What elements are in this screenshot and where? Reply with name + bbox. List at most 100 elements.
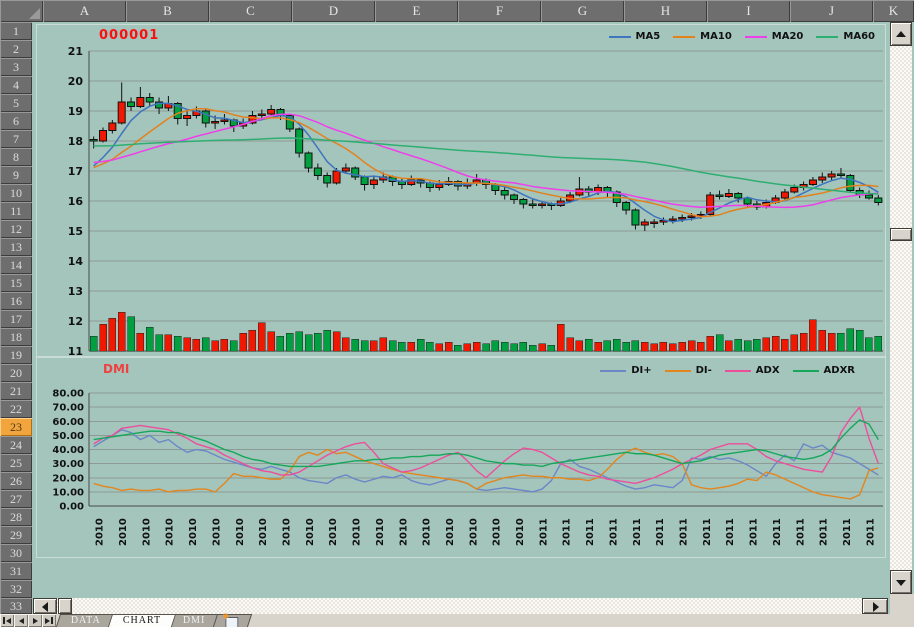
column-header-I[interactable]: I — [707, 0, 790, 22]
candle-body — [220, 119, 229, 122]
vertical-scroll-thumb[interactable] — [890, 228, 912, 241]
volume-bar — [771, 335, 780, 352]
row-header-25[interactable]: 25 — [0, 454, 32, 472]
insert-sheet-icon: ✱ — [222, 612, 238, 627]
volume-bar — [855, 329, 864, 352]
insert-sheet-tab[interactable]: ✱ — [212, 612, 252, 627]
prev-sheet-button[interactable] — [14, 614, 28, 627]
sheet-tab-data[interactable]: DATA — [55, 614, 116, 627]
row-header-13[interactable]: 13 — [0, 238, 32, 256]
volume-bar — [650, 343, 658, 352]
row-header-26[interactable]: 26 — [0, 472, 32, 490]
row-header-21[interactable]: 21 — [0, 382, 32, 400]
row-header-16[interactable]: 16 — [0, 292, 32, 310]
x-axis-label: 2011 — [702, 518, 713, 546]
row-header-24[interactable]: 24 — [0, 436, 32, 454]
next-sheet-button[interactable] — [28, 614, 42, 627]
last-sheet-button[interactable] — [42, 614, 56, 627]
row-header-27[interactable]: 27 — [0, 490, 32, 508]
volume-bar — [220, 338, 229, 352]
volume-bar — [613, 338, 621, 352]
first-sheet-button[interactable] — [0, 614, 14, 627]
dmi-chart[interactable]: 80.00 70.00 60.00 50.00 40.00 30.00 20.00 10.00… — [36, 357, 886, 558]
row-header-4[interactable]: 4 — [0, 76, 32, 94]
volume-bar — [790, 334, 799, 352]
row-header-22[interactable]: 22 — [0, 400, 32, 418]
volume-bar — [799, 332, 808, 352]
column-header-J[interactable]: J — [790, 0, 873, 22]
row-header-23[interactable]: 23 — [0, 418, 32, 436]
y-axis-label: 21 — [68, 45, 83, 58]
volume-bar — [145, 326, 154, 352]
horizontal-scroll-thumb[interactable] — [58, 598, 72, 614]
row-header-10[interactable]: 10 — [0, 184, 32, 202]
candles — [89, 82, 883, 231]
row-header-20[interactable]: 20 — [0, 364, 32, 382]
row-header-33[interactable]: 33 — [0, 598, 32, 614]
row-header-bar: 1 2 3 4 5 6 7 8 9 10 11 12 13 14 15 16 17 18 19 20 21 22 23 24 2… — [0, 22, 32, 614]
scroll-right-button[interactable] — [862, 598, 888, 614]
column-header-G[interactable]: G — [541, 0, 624, 22]
y-axis-label: 14 — [68, 255, 84, 268]
row-header-18[interactable]: 18 — [0, 328, 32, 346]
sheet-tab-bar: DATA CHART DMI ✱ — [0, 612, 914, 627]
row-header-29[interactable]: 29 — [0, 526, 32, 544]
column-header-H[interactable]: H — [624, 0, 707, 22]
legend-label: DI+ — [631, 365, 652, 376]
column-header-K[interactable]: K — [873, 0, 914, 22]
vertical-scroll-track[interactable] — [890, 46, 912, 570]
volume-bar — [725, 340, 733, 352]
row-header-15[interactable]: 15 — [0, 274, 32, 292]
column-header-E[interactable]: E — [375, 0, 458, 22]
row-header-12[interactable]: 12 — [0, 220, 32, 238]
column-header-C[interactable]: C — [209, 0, 292, 22]
column-header-F[interactable]: F — [458, 0, 541, 22]
row-header-5[interactable]: 5 — [0, 94, 32, 112]
volume-bar — [687, 340, 696, 352]
row-header-3[interactable]: 3 — [0, 58, 32, 76]
candle-body — [127, 101, 136, 107]
row-header-11[interactable]: 11 — [0, 202, 32, 220]
row-header-6[interactable]: 6 — [0, 112, 32, 130]
row-header-1[interactable]: 1 — [0, 22, 32, 40]
scroll-down-button[interactable] — [890, 570, 912, 594]
volume-bar — [173, 335, 182, 352]
row-header-32[interactable]: 32 — [0, 580, 32, 598]
row-header-2[interactable]: 2 — [0, 40, 32, 58]
row-header-14[interactable]: 14 — [0, 256, 32, 274]
horizontal-scroll-track[interactable] — [33, 598, 888, 614]
x-axis-label: 2010 — [445, 518, 456, 546]
row-header-17[interactable]: 17 — [0, 310, 32, 328]
scroll-left-button[interactable] — [33, 598, 57, 614]
main-candlestick-chart[interactable]: 21 20 19 18 17 16 15 14 13 12 11 000001 MA5 MA10 MA2… — [36, 24, 886, 357]
scroll-up-button[interactable] — [890, 22, 912, 46]
x-axis-label: 2010 — [352, 518, 363, 546]
volume-bar — [164, 334, 173, 352]
volume-bar — [314, 332, 322, 352]
select-all-corner[interactable] — [0, 0, 43, 22]
row-header-8[interactable]: 8 — [0, 148, 32, 166]
dmi-line-DI- — [93, 447, 879, 500]
row-header-9[interactable]: 9 — [0, 166, 32, 184]
volume-bar — [472, 341, 481, 352]
volume-bar — [669, 343, 677, 352]
sheet-tab-chart[interactable]: CHART — [107, 614, 177, 627]
row-header-28[interactable]: 28 — [0, 508, 32, 526]
candle-body — [341, 167, 350, 172]
candle-body — [313, 167, 322, 176]
row-header-19[interactable]: 19 — [0, 346, 32, 364]
row-header-7[interactable]: 7 — [0, 130, 32, 148]
volume-bar — [332, 331, 341, 352]
candle-body — [201, 110, 210, 124]
candle-body — [790, 187, 799, 193]
row-header-31[interactable]: 31 — [0, 562, 32, 580]
volume-bar — [538, 343, 546, 352]
volume-bar — [416, 338, 425, 352]
candle-body — [528, 203, 537, 206]
column-header-B[interactable]: B — [126, 0, 209, 22]
column-header-A[interactable]: A — [43, 0, 126, 22]
column-header-D[interactable]: D — [292, 0, 375, 22]
x-axis-label: 2011 — [842, 518, 853, 546]
row-header-30[interactable]: 30 — [0, 544, 32, 562]
